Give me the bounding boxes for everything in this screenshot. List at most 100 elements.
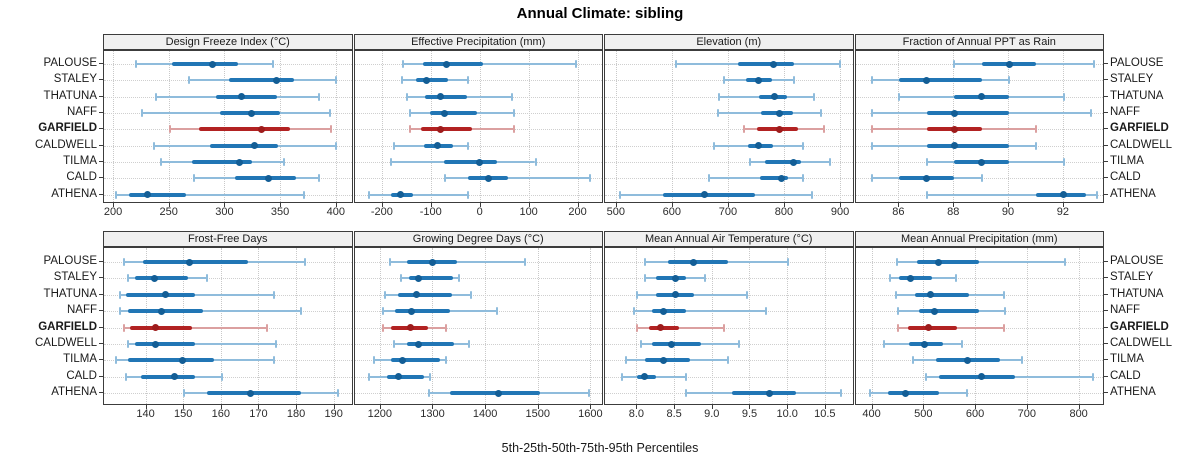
whisker-cap-5th: [868, 389, 871, 398]
row-tick-left: [99, 177, 103, 179]
median-dot: [920, 340, 928, 348]
whisker-cap-5th: [119, 290, 122, 299]
median-dot: [158, 307, 166, 315]
median-dot: [978, 373, 986, 381]
row-tick-right: [1104, 326, 1108, 328]
whisker-cap-5th: [870, 141, 873, 150]
whisker-cap-5th: [870, 109, 873, 118]
whisker-cap-95th: [469, 290, 472, 299]
median-dot: [660, 307, 668, 315]
whisker-cap-5th: [119, 307, 122, 316]
iqr-bar-25-75: [916, 260, 979, 264]
axis-tick: [923, 405, 925, 409]
median-dot: [907, 274, 915, 282]
axis-tick-label: 600: [965, 408, 985, 420]
whisker-cap-5th: [115, 356, 118, 365]
panel-plot: [604, 247, 854, 405]
whisker-cap-5th: [367, 190, 370, 199]
whisker-cap-95th: [1002, 323, 1005, 332]
median-dot: [394, 373, 402, 381]
axis-tick: [749, 405, 751, 409]
row-tick-left: [99, 277, 103, 279]
site-label-right-palouse: PALOUSE: [1110, 57, 1164, 69]
whisker-cap-95th: [334, 141, 337, 150]
row-tick-left: [99, 79, 103, 81]
axis-tick: [168, 203, 170, 207]
x-axis-caption: 5th-25th-50th-75th-95th Percentiles: [501, 441, 699, 455]
site-label-left-tilma: TILMA: [63, 155, 97, 168]
median-dot: [777, 174, 785, 182]
axis-tick: [333, 405, 335, 409]
whisker-cap-95th: [467, 76, 470, 85]
whisker-5-95: [709, 177, 803, 180]
median-dot: [671, 291, 679, 299]
whisker-5-95: [127, 343, 277, 345]
whisker-cap-5th: [748, 158, 751, 167]
panel-plot: [353, 50, 603, 203]
whisker-cap-95th: [534, 158, 537, 167]
gridline-horizontal: [605, 327, 853, 329]
median-dot: [901, 389, 909, 397]
gridline-horizontal: [855, 344, 1104, 345]
axis-tick: [953, 203, 955, 207]
whisker-cap-95th: [303, 258, 306, 266]
panel-header: Mean Annual Air Temperature (°C): [604, 231, 854, 247]
iqr-bar-25-75: [391, 358, 440, 363]
whisker-cap-95th: [265, 323, 268, 332]
whisker-cap-95th: [512, 109, 515, 118]
whisker-cap-5th: [897, 323, 900, 332]
site-label-right-staley: STALEY: [1110, 271, 1154, 284]
panel-header: Effective Precipitation (mm): [353, 34, 603, 50]
gridline-horizontal: [354, 344, 603, 345]
whisker-cap-5th: [717, 109, 720, 118]
axis-tick: [479, 203, 481, 207]
whisker-cap-95th: [738, 340, 741, 348]
axis-tick: [485, 405, 487, 409]
row-tick-right: [1104, 310, 1108, 312]
median-dot: [494, 389, 502, 397]
whisker-cap-5th: [894, 290, 897, 299]
whisker-cap-5th: [115, 190, 118, 199]
gridline-vertical: [1062, 51, 1064, 202]
whisker-cap-5th: [870, 125, 873, 134]
axis-tick-label: 800: [774, 206, 794, 218]
median-dot: [246, 389, 254, 397]
site-label-right-tilma: TILMA: [1110, 353, 1144, 366]
median-dot: [950, 142, 958, 150]
whisker-cap-95th: [1004, 307, 1007, 316]
panel-header: Frost-Free Days: [103, 231, 353, 247]
whisker-cap-5th: [122, 323, 125, 332]
whisker-5-95: [897, 261, 1066, 263]
site-label-left-garfield: GARFIELD: [38, 320, 97, 333]
iqr-bar-25-75: [764, 160, 802, 165]
panel-header: Mean Annual Precipitation (mm): [854, 231, 1104, 247]
panel-plot: [103, 247, 353, 405]
axis-tick: [674, 405, 676, 409]
panel-plot: [854, 50, 1104, 203]
axis-tick-label: 1600: [578, 408, 603, 420]
axis-tick-label: 10.0: [776, 408, 798, 420]
whisker-cap-95th: [220, 372, 223, 381]
iqr-bar-25-75: [135, 342, 196, 346]
whisker-cap-95th: [523, 258, 526, 266]
axis-tick: [840, 203, 842, 207]
whisker-cap-5th: [168, 125, 171, 134]
whisker-cap-95th: [574, 60, 577, 68]
whisker-cap-95th: [1035, 125, 1038, 134]
site-label-right-caldwell: CALDWELL: [1110, 337, 1172, 349]
gridline-vertical: [590, 248, 592, 404]
whisker-cap-95th: [457, 274, 460, 283]
whisker-cap-5th: [712, 141, 715, 150]
row-tick-right: [1104, 277, 1108, 279]
iqr-bar-25-75: [662, 192, 756, 197]
axis-tick: [671, 203, 673, 207]
panel-plot: [854, 247, 1104, 405]
whisker-cap-95th: [467, 340, 470, 348]
median-dot: [930, 307, 938, 315]
median-dot: [396, 191, 404, 199]
axis-tick: [432, 405, 434, 409]
axis-tick: [590, 405, 592, 409]
iqr-bar-25-75: [652, 342, 702, 346]
whisker-cap-5th: [381, 323, 384, 332]
